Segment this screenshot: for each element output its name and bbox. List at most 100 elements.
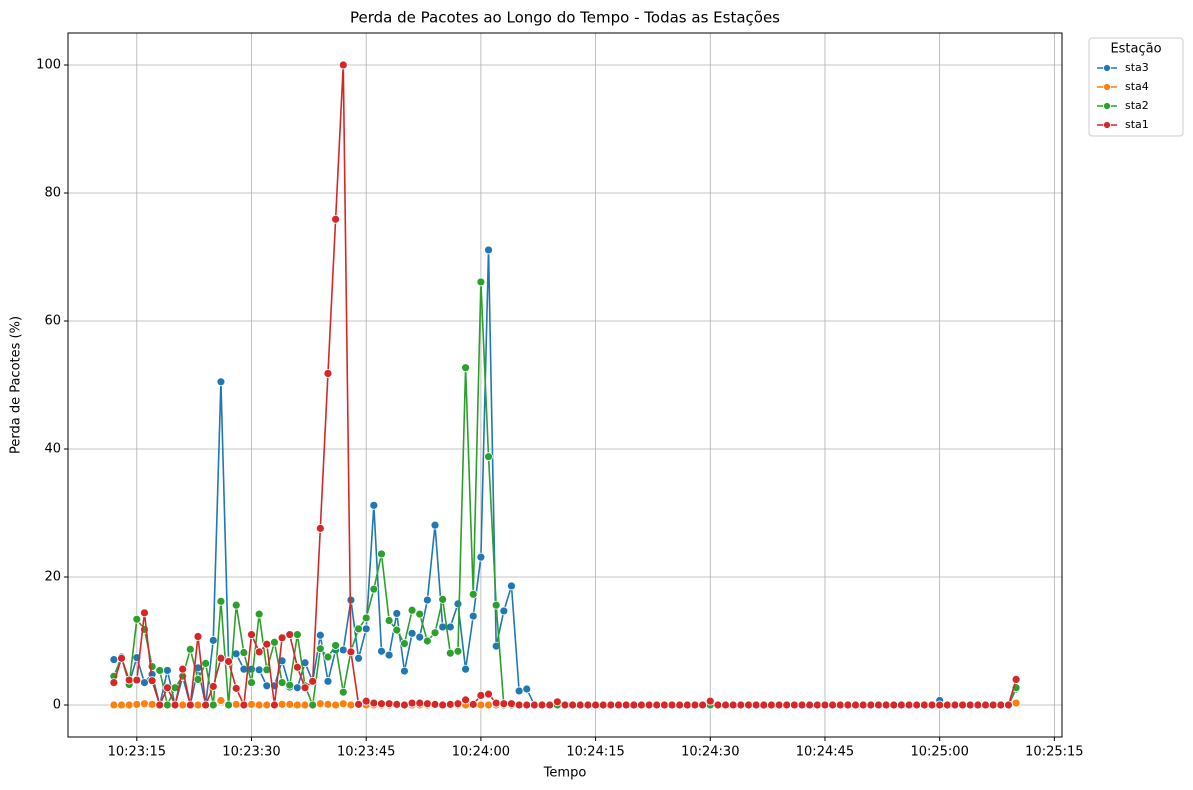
point [262, 639, 272, 649]
point [552, 697, 562, 707]
point [491, 600, 501, 610]
point [438, 595, 448, 604]
point [484, 689, 493, 699]
point [109, 678, 119, 687]
point [193, 632, 203, 641]
point [262, 700, 272, 710]
point [338, 645, 348, 655]
x-tick-label: 10:24:45 [796, 745, 854, 760]
point [361, 613, 371, 623]
point [874, 700, 883, 710]
point [897, 700, 906, 710]
point [935, 700, 945, 710]
point [254, 700, 264, 710]
point [300, 700, 310, 710]
point [384, 699, 394, 709]
point [835, 700, 845, 710]
point [338, 699, 348, 709]
point [461, 363, 471, 373]
x-tick-label: 10:25:00 [910, 745, 968, 760]
point [430, 699, 440, 709]
point [315, 523, 325, 533]
point [277, 633, 287, 643]
point [369, 584, 379, 594]
point [231, 600, 241, 610]
point [254, 647, 264, 657]
point [950, 700, 960, 710]
point [239, 700, 249, 710]
point [369, 500, 379, 510]
point [507, 581, 516, 591]
point [728, 700, 738, 710]
point [637, 700, 646, 710]
point [346, 647, 356, 657]
point [958, 700, 967, 710]
point [331, 641, 341, 650]
point [185, 644, 195, 654]
point [843, 700, 853, 710]
point [208, 682, 218, 691]
point [292, 700, 302, 710]
point [231, 683, 241, 693]
point [270, 700, 279, 710]
point [591, 700, 600, 710]
point [277, 678, 287, 687]
point [889, 700, 899, 710]
x-tick-label: 10:25:15 [1025, 745, 1083, 760]
point [308, 676, 318, 686]
point [789, 700, 799, 710]
point [453, 646, 463, 656]
point [308, 700, 318, 710]
point [377, 699, 386, 709]
x-tick-label: 10:24:30 [681, 745, 739, 760]
point [224, 657, 233, 666]
point [377, 549, 386, 559]
y-tick-label: 60 [44, 314, 61, 329]
point [484, 700, 493, 710]
point [140, 608, 149, 618]
point [140, 699, 149, 709]
point [767, 700, 776, 710]
point [415, 698, 425, 708]
point [292, 662, 302, 672]
point [560, 700, 570, 710]
point [292, 630, 302, 639]
y-axis-label: Perda de Pacotes (%) [9, 316, 24, 454]
point [323, 699, 333, 709]
point [315, 630, 325, 640]
point [705, 696, 715, 706]
point [254, 665, 264, 675]
point [315, 644, 325, 654]
point [216, 653, 226, 663]
point [491, 698, 501, 708]
point [331, 700, 341, 710]
point [629, 700, 639, 710]
point [507, 699, 516, 709]
point [208, 635, 218, 645]
x-tick-label: 10:23:45 [337, 745, 395, 760]
point [354, 624, 363, 634]
point [377, 646, 386, 656]
point [231, 699, 241, 709]
point [736, 700, 746, 710]
point [400, 700, 409, 710]
series-line [113, 64, 1017, 708]
point [239, 648, 249, 657]
point [338, 60, 348, 70]
y-tick-label: 20 [44, 570, 61, 585]
point [522, 700, 532, 710]
point [323, 676, 333, 686]
point [1004, 700, 1013, 710]
point [384, 616, 394, 625]
point [973, 700, 983, 710]
point [247, 699, 256, 709]
point [461, 695, 471, 705]
point [178, 664, 188, 674]
point [124, 675, 134, 685]
point [392, 699, 402, 709]
point [178, 700, 188, 710]
legend-label: sta1 [1125, 118, 1149, 131]
point [407, 628, 417, 638]
x-tick-label: 10:23:30 [222, 745, 280, 760]
point [216, 596, 226, 606]
